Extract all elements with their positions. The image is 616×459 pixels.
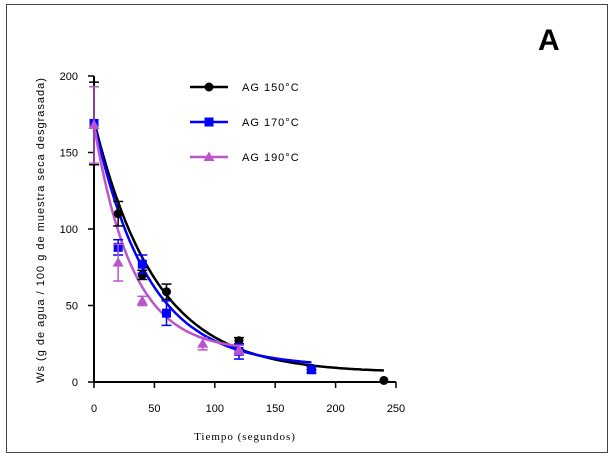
data-point-series-3 [197, 338, 209, 348]
legend-label-3: AG 190°C [242, 152, 300, 164]
legend-marker-1 [204, 82, 214, 92]
legend: AG 150°C AG 170°C AG 190°C [190, 82, 300, 164]
y-tick-label: 100 [60, 224, 78, 236]
data-point-series-1 [113, 209, 123, 219]
axes: 0 50 100 150 200 250 0 50 100 150 200 [60, 71, 406, 415]
legend-marker-3 [203, 151, 215, 161]
data-point-series-3 [233, 344, 245, 354]
x-tick-label: 150 [266, 403, 284, 415]
y-tick-label: 200 [60, 71, 78, 83]
x-tick-label: 0 [91, 403, 97, 415]
y-tick-label: 50 [66, 301, 78, 313]
data-point-series-3 [136, 295, 148, 305]
fit-curve-2 [92, 121, 312, 364]
chart-frame [6, 4, 608, 453]
data-point-series-2 [137, 259, 147, 269]
data-point-series-3 [112, 257, 124, 267]
data-point-series-3 [88, 119, 100, 129]
panel-letter: A [538, 24, 560, 57]
x-tick-label: 250 [387, 403, 405, 415]
legend-label-1: AG 150°C [242, 82, 300, 94]
x-tick-label: 50 [148, 403, 160, 415]
data-point-series-1 [379, 375, 389, 385]
x-tick-label: 200 [326, 403, 344, 415]
fit-curve-1 [92, 120, 384, 372]
legend-marker-2 [204, 117, 214, 127]
data-point-series-2 [161, 308, 171, 318]
legend-label-2: AG 170°C [242, 117, 300, 129]
y-axis-title: Ws (g de agua / 100 g de muestra seca de… [35, 77, 47, 383]
data-point-series-1 [234, 336, 244, 346]
y-tick-label: 150 [60, 148, 78, 160]
x-tick-label: 100 [206, 403, 224, 415]
x-axis-title: Tiempo (segundos) [194, 431, 296, 443]
data-point-series-2 [306, 365, 316, 375]
y-tick-label: 0 [72, 377, 78, 389]
data-points [88, 81, 389, 385]
fit-curves [92, 120, 384, 372]
data-point-series-1 [161, 287, 171, 297]
